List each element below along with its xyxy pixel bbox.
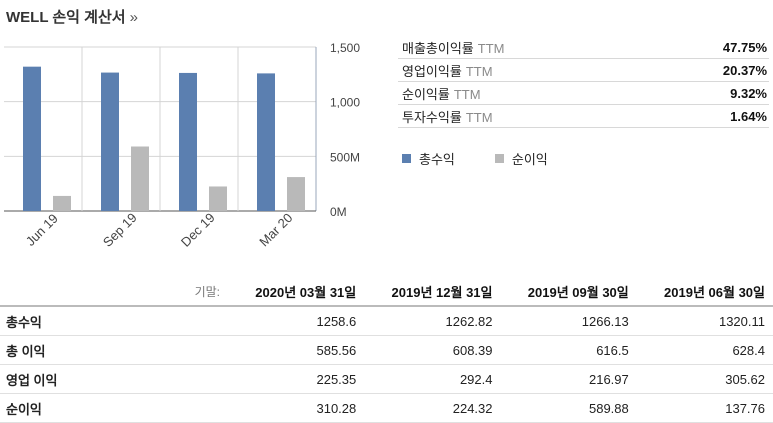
revenue-bar — [101, 72, 119, 211]
metric-row: 매출총이익률 TTM 47.75% — [398, 36, 769, 59]
metric-name: 순이익률 — [402, 86, 450, 102]
table-row: 총 이익 585.56 608.39 616.5 628.4 — [0, 335, 773, 365]
legend-item-net-income[interactable]: 순이익 — [494, 149, 548, 168]
column-header: 2019년 06월 30일 — [636, 277, 773, 307]
table-row: 총수익 1258.6 1262.82 1266.13 1320.11 — [0, 306, 773, 336]
expand-arrow-icon[interactable]: » — [129, 9, 138, 26]
x-tick-label: Mar 20 — [256, 210, 295, 249]
metric-ttm: TTM — [453, 86, 481, 102]
chart-legend: 총수익 순이익 — [402, 149, 548, 168]
table-cell: 1320.11 — [636, 306, 773, 336]
income-statement-table: 기말: 2020년 03월 31일 2019년 12월 31일 2019년 09… — [0, 277, 773, 423]
table-cell: 305.62 — [636, 364, 773, 394]
legend-item-revenue[interactable]: 총수익 — [402, 149, 455, 168]
table-cell: 628.4 — [636, 335, 773, 365]
table-cell: 225.35 — [228, 364, 365, 394]
title-text[interactable]: WELL 손익 계산서 — [6, 9, 126, 26]
income-bar-chart: 0M 500M 1,000 1,500 Jun 19 Sep 19 Dec 19 Mar 20 — [4, 41, 360, 250]
table-cell: 216.97 — [500, 364, 637, 394]
metric-value: 20.37% — [722, 62, 767, 78]
metric-name: 영업이익률 — [402, 63, 462, 79]
row-label: 영업 이익 — [0, 364, 228, 394]
column-header: 2020년 03월 31일 — [228, 277, 365, 307]
column-header: 2019년 12월 31일 — [364, 277, 501, 307]
table-cell: 137.76 — [636, 393, 773, 423]
net-income-bar — [287, 177, 305, 211]
y-tick-label: 1,000 — [330, 96, 360, 110]
y-tick-label: 500M — [330, 150, 360, 164]
y-tick-label: 0M — [330, 205, 347, 219]
table-cell: 616.5 — [500, 335, 637, 365]
metric-value: 1.64% — [730, 108, 767, 124]
revenue-bar — [257, 73, 275, 211]
column-header: 2019년 09월 30일 — [500, 277, 637, 307]
metric-row: 영업이익률 TTM 20.37% — [398, 59, 769, 82]
table-row: 영업 이익 225.35 292.4 216.97 305.62 — [0, 364, 773, 394]
table-cell: 589.88 — [500, 393, 637, 423]
revenue-bar — [179, 72, 197, 212]
table-header-row: 기말: 2020년 03월 31일 2019년 12월 31일 2019년 09… — [0, 277, 773, 307]
metric-ttm: TTM — [465, 109, 493, 125]
page-title[interactable]: WELL 손익 계산서» — [6, 6, 138, 27]
table-cell: 1258.6 — [228, 306, 365, 336]
x-tick-label: Dec 19 — [178, 210, 218, 250]
legend-swatch-net-income — [494, 154, 504, 163]
period-label: 기말: — [0, 277, 228, 307]
metric-value: 9.32% — [730, 85, 767, 101]
net-income-bar — [209, 186, 227, 211]
table-cell: 585.56 — [228, 335, 365, 365]
row-label: 총수익 — [0, 306, 228, 336]
metric-ttm: TTM — [465, 63, 493, 79]
net-income-bar — [131, 146, 149, 211]
row-label: 총 이익 — [0, 335, 228, 365]
table-cell: 1262.82 — [364, 306, 501, 336]
table-cell: 608.39 — [364, 335, 501, 365]
net-income-bar — [53, 195, 71, 211]
metric-name: 투자수익률 — [402, 109, 462, 125]
row-label: 순이익 — [0, 393, 228, 423]
x-tick-label: Sep 19 — [100, 210, 140, 250]
metric-ttm: TTM — [477, 40, 505, 56]
legend-swatch-revenue — [402, 154, 411, 163]
table-cell: 1266.13 — [500, 306, 637, 336]
table-cell: 224.32 — [364, 393, 501, 423]
ttm-metrics: 매출총이익률 TTM 47.75% 영업이익률 TTM 20.37% 순이익률 TTM… — [398, 36, 769, 128]
y-tick-label: 1,500 — [330, 41, 360, 55]
metric-row: 순이익률 TTM 9.32% — [398, 82, 769, 105]
table-cell: 292.4 — [364, 364, 501, 394]
metric-row: 투자수익률 TTM 1.64% — [398, 105, 769, 128]
x-tick-label: Jun 19 — [23, 211, 61, 249]
revenue-bar — [23, 66, 41, 211]
legend-label: 총수익 — [419, 152, 455, 167]
table-cell: 310.28 — [228, 393, 365, 423]
metric-name: 매출총이익률 — [402, 40, 474, 56]
metric-value: 47.75% — [722, 39, 767, 55]
legend-label: 순이익 — [511, 152, 548, 167]
table-row: 순이익 310.28 224.32 589.88 137.76 — [0, 393, 773, 423]
